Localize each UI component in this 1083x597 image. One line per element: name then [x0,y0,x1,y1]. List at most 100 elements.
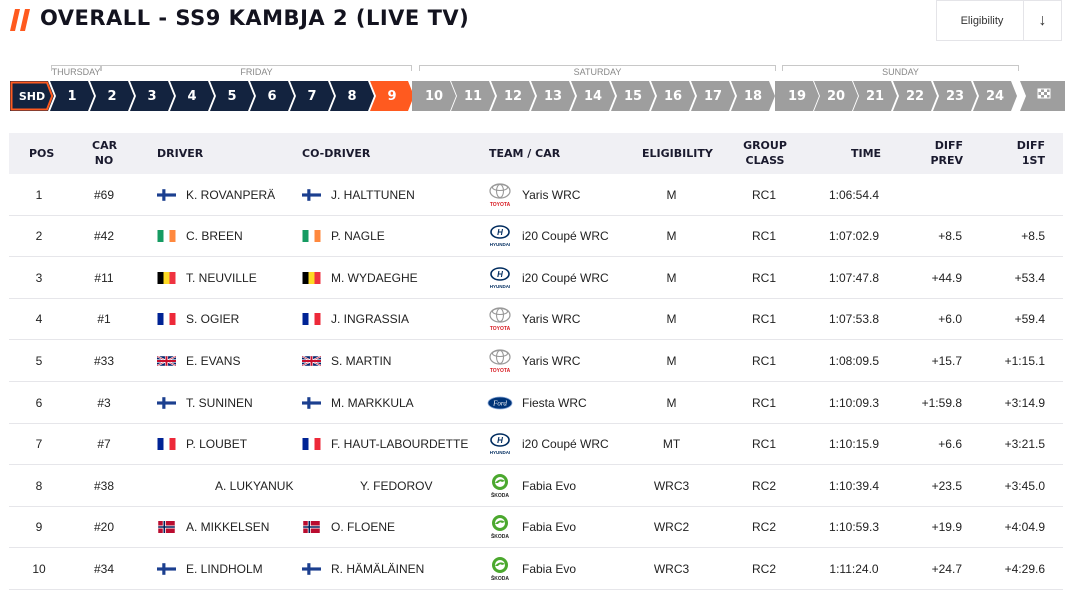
driver-cell[interactable]: P. LOUBET [157,424,297,465]
stage-4[interactable]: 4 [170,81,214,111]
stage-5[interactable]: 5 [210,81,254,111]
col-diff-1st-line1: DIFF [1016,139,1045,152]
stage-finish[interactable] [1020,81,1065,111]
driver-name[interactable]: T. NEUVILLE [186,270,257,285]
codriver-cell[interactable]: Y. FEDOROV [302,465,482,506]
stage-13[interactable]: 13 [531,81,575,111]
codriver-cell[interactable]: J. INGRASSIA [302,299,482,340]
group-class-cell: RC1 [751,395,776,410]
driver-name[interactable]: E. EVANS [186,353,241,368]
group-class-cell: RC2 [751,520,776,535]
codriver-cell[interactable]: J. HALTTUNEN [302,174,482,215]
codriver-name[interactable]: Y. FEDOROV [360,478,433,493]
driver-name[interactable]: C. BREEN [186,229,243,244]
svg-text:H: H [497,228,503,237]
codriver-cell[interactable]: S. MARTIN [301,340,482,381]
driver-cell[interactable]: E. LINDHOLM [157,548,297,589]
stage-7[interactable]: 7 [290,81,334,111]
team-car-cell: TOYOTA Yaris WRC [486,174,636,215]
table-row[interactable]: 4 #1 S. OGIER J. INGRASSIA TOYOTA Yaris … [9,299,1063,341]
driver-name[interactable]: E. LINDHOLM [186,561,263,576]
table-row[interactable]: 2 #42 C. BREEN P. NAGLE H HYUNDAI i20 Cou… [9,216,1063,258]
codriver-cell[interactable]: P. NAGLE [302,216,482,257]
codriver-cell[interactable]: M. WYDAEGHE [302,257,482,298]
driver-cell[interactable]: E. EVANS [156,340,297,381]
team-car-cell: Ford Fiesta WRC [486,382,636,423]
table-row[interactable]: 5 #33 E. EVANS S. MARTIN TOYOTA Yaris WR… [9,340,1063,382]
codriver-name[interactable]: O. FLOENE [331,520,396,535]
stage-18[interactable]: 18 [731,81,775,111]
table-row[interactable]: 7 #7 P. LOUBET F. HAUT-LABOURDETTE H HYUN… [9,424,1063,466]
driver-name[interactable]: K. ROVANPERÄ [186,187,276,202]
stage-8[interactable]: 8 [330,81,374,111]
codriver-name[interactable]: M. WYDAEGHE [331,270,418,285]
table-row[interactable]: 8 #38 A. LUKYANUK Y. FEDOROV ŠKODA Fabia… [9,465,1063,507]
driver-name[interactable]: T. SUNINEN [186,395,253,410]
pos-cell: 9 [35,520,43,535]
codriver-name[interactable]: P. NAGLE [331,229,385,244]
driver-name[interactable]: A. MIKKELSEN [186,520,270,535]
stage-label: 11 [463,88,483,104]
table-row[interactable]: 1 #69 K. ROVANPERÄ J. HALTTUNEN TOYOTA Y… [9,174,1063,216]
codriver-name[interactable]: F. HAUT-LABOURDETTE [331,437,469,452]
table-row[interactable]: 3 #11 T. NEUVILLE M. WYDAEGHE H HYUNDAI i… [9,257,1063,299]
codriver-cell[interactable]: R. HÄMÄLÄINEN [302,548,482,589]
stage-23[interactable]: 23 [933,81,977,111]
svg-text:TOYOTA: TOYOTA [490,202,511,208]
group-class-cell: RC2 [751,561,776,576]
codriver-cell[interactable]: F. HAUT-LABOURDETTE [302,424,482,465]
stage-11[interactable]: 11 [451,81,495,111]
table-row[interactable]: 10 #34 E. LINDHOLM R. HÄMÄLÄINEN ŠKODA F… [9,548,1063,590]
arrow-down-icon[interactable]: ↓ [1023,1,1061,40]
table-row[interactable]: 6 #3 T. SUNINEN M. MARKKULA Ford Fiesta … [9,382,1063,424]
car-number: #42 [93,229,115,244]
codriver-name[interactable]: J. HALTTUNEN [331,187,415,202]
flag-icon [302,271,321,284]
stage-21[interactable]: 21 [853,81,897,111]
flag-icon [157,230,176,243]
driver-cell[interactable]: T. SUNINEN [157,382,297,423]
stage-17[interactable]: 17 [691,81,735,111]
stage-shd[interactable]: SHD [10,81,54,111]
driver-cell[interactable]: A. MIKKELSEN [157,507,297,548]
stage-24[interactable]: 24 [973,81,1017,111]
stage-6[interactable]: 6 [250,81,294,111]
time-cell: 1:08:09.5 [828,353,880,368]
car-model: i20 Coupé WRC [522,437,609,452]
stage-2[interactable]: 2 [90,81,134,111]
driver-name[interactable]: P. LOUBET [186,437,248,452]
codriver-name[interactable]: S. MARTIN [331,353,392,368]
stage-20[interactable]: 20 [814,81,858,111]
stage-14[interactable]: 14 [571,81,615,111]
driver-cell[interactable]: A. LUKYANUK [157,465,297,506]
codriver-cell[interactable]: O. FLOENE [302,507,482,548]
stage-10[interactable]: 10 [412,81,456,111]
eligibility-filter[interactable]: Eligibility ↓ [936,0,1062,41]
stage-label: 13 [543,88,563,104]
driver-name[interactable]: S. OGIER [186,312,240,327]
codriver-cell[interactable]: M. MARKKULA [302,382,482,423]
stage-1[interactable]: 1 [50,81,94,111]
stage-label: 1 [67,88,77,104]
codriver-name[interactable]: M. MARKKULA [331,395,414,410]
eligibility-filter-label[interactable]: Eligibility [960,14,1004,27]
flag-icon [157,480,176,492]
table-row[interactable]: 9 #20 A. MIKKELSEN O. FLOENE ŠKODA Fabia… [9,507,1063,549]
group-class-cell: RC1 [751,229,776,244]
stage-22[interactable]: 22 [893,81,937,111]
driver-cell[interactable]: C. BREEN [157,216,297,257]
diff-1st-cell: +3:14.9 [1004,395,1045,410]
stage-19[interactable]: 19 [775,81,819,111]
driver-name[interactable]: A. LUKYANUK [215,478,294,493]
stage-9[interactable]: 9 [370,81,414,111]
driver-cell[interactable]: T. NEUVILLE [157,257,297,298]
stage-3[interactable]: 3 [130,81,174,111]
stage-16[interactable]: 16 [651,81,695,111]
codriver-name[interactable]: J. INGRASSIA [331,312,410,327]
driver-cell[interactable]: K. ROVANPERÄ [157,174,297,215]
stage-12[interactable]: 12 [491,81,535,111]
svg-text:TOYOTA: TOYOTA [490,368,511,374]
codriver-name[interactable]: R. HÄMÄLÄINEN [331,561,425,576]
stage-15[interactable]: 15 [611,81,655,111]
driver-cell[interactable]: S. OGIER [157,299,297,340]
